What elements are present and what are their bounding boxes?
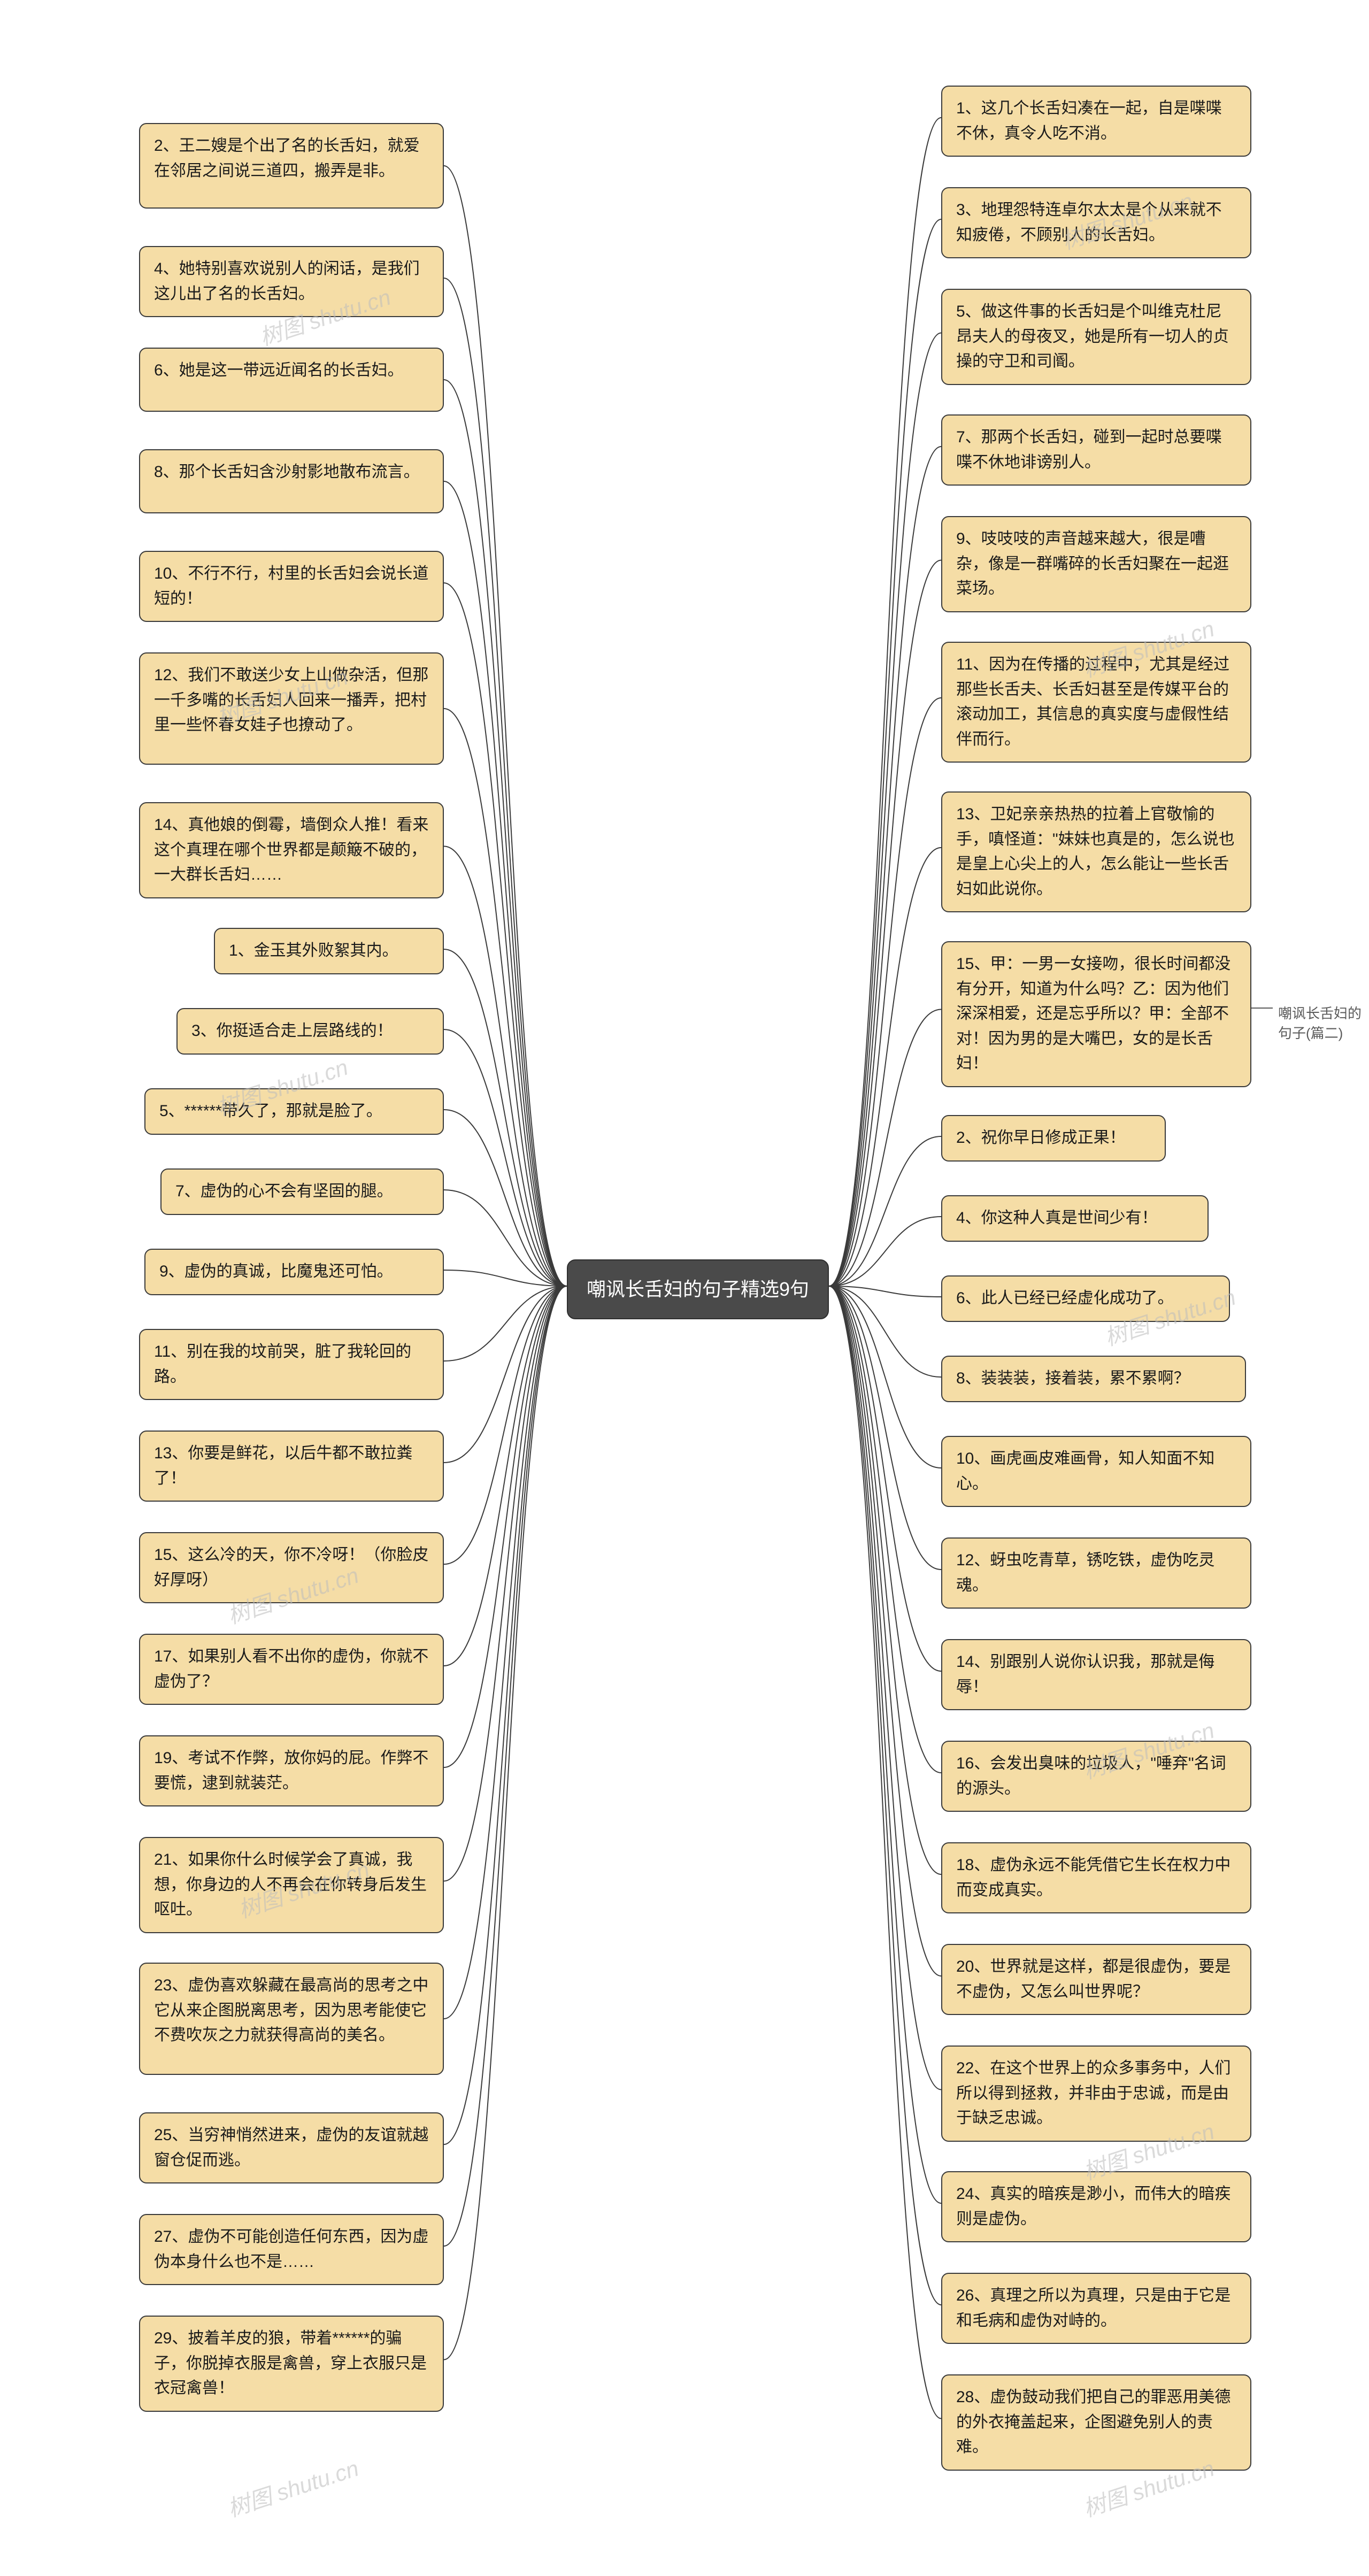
left-node-18: 23、虚伪喜欢躲藏在最高尚的思考之中它从来企图脱离思考，因为思考能使它不费吹灰之…: [139, 1963, 444, 2075]
right-node-11: 8、装装装，接着装，累不累啊？: [941, 1356, 1246, 1402]
left-node-10: 7、虚伪的心不会有坚固的腿。: [160, 1168, 444, 1215]
left-node-12: 11、别在我的坟前哭，脏了我轮回的路。: [139, 1329, 444, 1400]
right-node-18: 22、在这个世界上的众多事务中，人们所以得到拯救，并非由于忠诚，而是由于缺乏忠诚…: [941, 2046, 1251, 2142]
left-node-7: 1、金玉其外败絮其内。: [214, 928, 444, 974]
left-node-17: 21、如果你什么时候学会了真诚，我想，你身边的人不再会在你转身后发生呕吐。: [139, 1837, 444, 1933]
left-node-5: 12、我们不敢送少女上山做杂活，但那一千多嘴的长舌妇人回来一播弄，把村里一些怀春…: [139, 652, 444, 765]
left-node-20: 27、虚伪不可能创造任何东西，因为虚伪本身什么也不是……: [139, 2214, 444, 2285]
left-node-15: 17、如果别人看不出你的虚伪，你就不虚伪了？: [139, 1634, 444, 1705]
right-node-9: 4、你这种人真是世间少有！: [941, 1195, 1209, 1242]
left-node-4: 10、不行不行，村里的长舌妇会说长道短的！: [139, 551, 444, 622]
right-node-4: 9、吱吱吱的声音越来越大，很是嘈杂，像是一群嘴碎的长舌妇聚在一起逛菜场。: [941, 516, 1251, 612]
left-node-0: 2、王二嫂是个出了名的长舌妇，就爱在邻居之间说三道四，搬弄是非。: [139, 123, 444, 209]
center-node: 嘲讽长舌妇的句子精选9句: [567, 1259, 829, 1319]
right-node-12: 10、画虎画皮难画骨，知人知面不知心。: [941, 1436, 1251, 1507]
right-node-0: 1、这几个长舌妇凑在一起，自是喋喋不休，真令人吃不消。: [941, 86, 1251, 157]
right-node-1: 3、地理怨特连卓尔太太是个从来就不知疲倦，不顾别人的长舌妇。: [941, 187, 1251, 258]
right-node-20: 26、真理之所以为真理，只是由于它是和毛病和虚伪对峙的。: [941, 2273, 1251, 2344]
right-node-5: 11、因为在传播的过程中，尤其是经过那些长舌夫、长舌妇甚至是传媒平台的滚动加工，…: [941, 642, 1251, 763]
left-node-2: 6、她是这一带远近闻名的长舌妇。: [139, 348, 444, 412]
left-node-14: 15、这么冷的天，你不冷呀！（你脸皮好厚呀）: [139, 1532, 444, 1603]
watermark: 树图 shutu.cn: [223, 2450, 363, 2524]
right-node-13: 12、蚜虫吃青草，锈吃铁，虚伪吃灵魂。: [941, 1537, 1251, 1609]
annotation-label: 嘲讽长舌妇的句子(篇二): [1278, 1003, 1369, 1042]
right-node-10: 6、此人已经已经虚化成功了。: [941, 1275, 1230, 1322]
left-node-1: 4、她特别喜欢说别人的闲话，是我们这儿出了名的长舌妇。: [139, 246, 444, 317]
left-node-8: 3、你挺适合走上层路线的！: [176, 1008, 444, 1055]
right-node-21: 28、虚伪鼓动我们把自己的罪恶用美德的外衣掩盖起来，企图避免别人的责难。: [941, 2374, 1251, 2471]
left-node-19: 25、当穷神悄然进来，虚伪的友谊就越窗仓促而逃。: [139, 2112, 444, 2183]
right-node-14: 14、别跟别人说你认识我，那就是侮辱！: [941, 1639, 1251, 1710]
left-node-9: 5、******带久了，那就是脸了。: [144, 1088, 444, 1135]
left-node-13: 13、你要是鲜花，以后牛都不敢拉粪了！: [139, 1431, 444, 1502]
left-node-11: 9、虚伪的真诚，比魔鬼还可怕。: [144, 1249, 444, 1295]
right-node-7: 15、甲：一男一女接吻，很长时间都没有分开，知道为什么吗？乙：因为他们深深相爱，…: [941, 941, 1251, 1087]
right-node-6: 13、卫妃亲亲热热的拉着上官敬愉的手，嗔怪道："妹妹也真是的，怎么说也是皇上心尖…: [941, 791, 1251, 912]
right-node-3: 7、那两个长舌妇，碰到一起时总要喋喋不休地诽谤别人。: [941, 414, 1251, 486]
right-node-16: 18、虚伪永远不能凭借它生长在权力中而变成真实。: [941, 1842, 1251, 1913]
right-node-8: 2、祝你早日修成正果！: [941, 1115, 1166, 1162]
right-node-2: 5、做这件事的长舌妇是个叫维克杜尼昂夫人的母夜叉，她是所有一切人的贞操的守卫和司…: [941, 289, 1251, 385]
right-node-19: 24、真实的暗疾是渺小，而伟大的暗疾则是虚伪。: [941, 2171, 1251, 2242]
mindmap-canvas: 嘲讽长舌妇的句子精选9句 2、王二嫂是个出了名的长舌妇，就爱在邻居之间说三道四，搬…: [0, 0, 1369, 2576]
left-node-6: 14、真他娘的倒霉，墙倒众人推！看来这个真理在哪个世界都是颠簸不破的，一大群长舌…: [139, 802, 444, 898]
right-node-15: 16、会发出臭味的垃圾人，"唾弃"名词的源头。: [941, 1741, 1251, 1812]
right-node-17: 20、世界就是这样，都是很虚伪，要是不虚伪，又怎么叫世界呢？: [941, 1944, 1251, 2015]
left-node-16: 19、考试不作弊，放你妈的屁。作弊不要慌，逮到就装茫。: [139, 1735, 444, 1806]
left-node-3: 8、那个长舌妇含沙射影地散布流言。: [139, 449, 444, 513]
left-node-21: 29、披着羊皮的狼，带着******的骗子，你脱掉衣服是禽兽，穿上衣服只是衣冠禽…: [139, 2316, 444, 2412]
